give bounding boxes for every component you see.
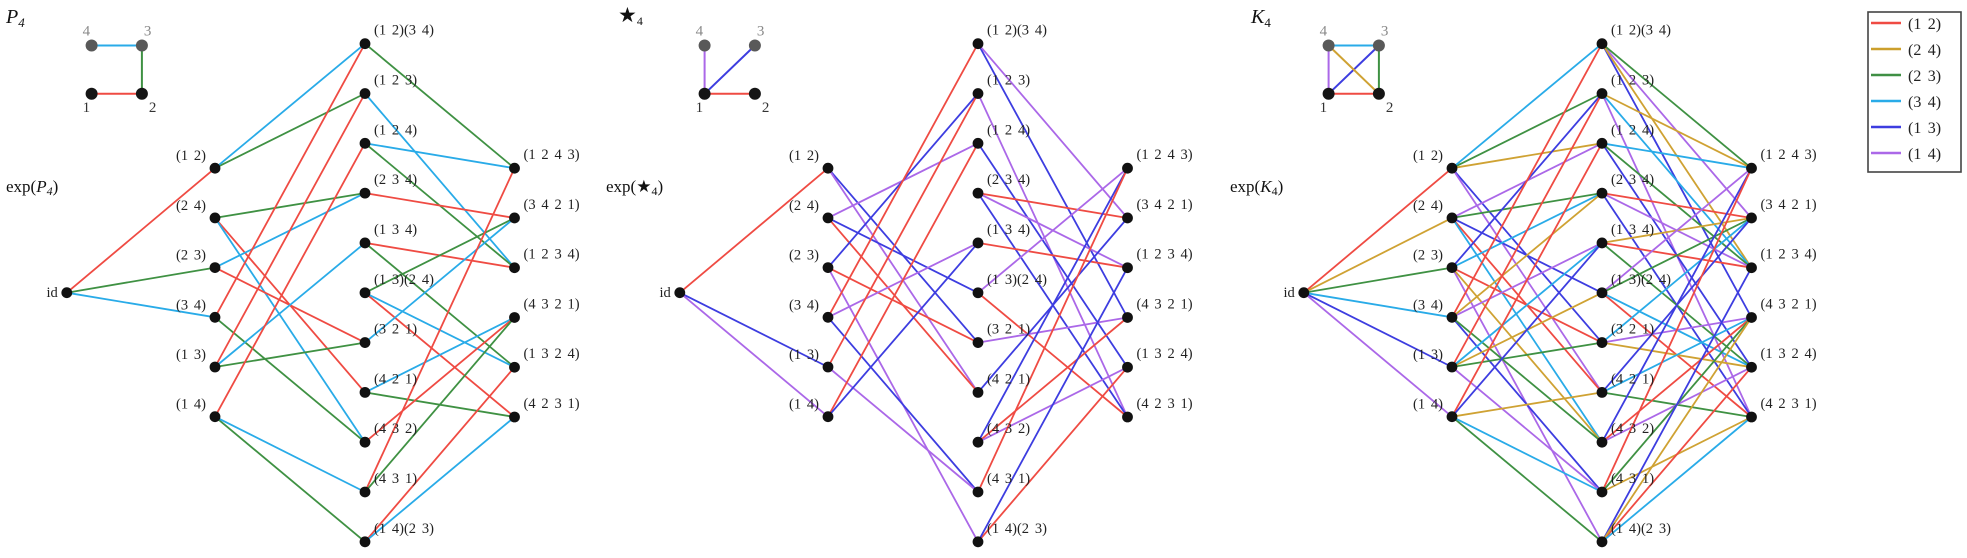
svg-text:(1 4)(2 3): (1 4)(2 3) [1611,521,1671,537]
svg-text:(3 2 1): (3 2 1) [1611,322,1654,338]
svg-text:(1 2 4): (1 2 4) [987,122,1030,138]
svg-text:(3 4 2 1): (3 4 2 1) [524,197,580,213]
svg-text:(1 4): (1 4) [789,397,819,413]
svg-text:(2 3 4): (2 3 4) [1611,172,1654,188]
svg-text:(2 3 4): (2 3 4) [987,172,1030,188]
svg-text:(3 2 1): (3 2 1) [987,322,1030,338]
svg-text:(3 4 2 1): (3 4 2 1) [1137,197,1193,213]
svg-text:(2 3): (2 3) [1908,68,1941,85]
svg-text:2: 2 [1386,100,1394,116]
svg-text:(2 4): (2 4) [176,198,206,214]
svg-text:(2 3): (2 3) [176,248,206,264]
svg-text:(1 3): (1 3) [1413,347,1443,363]
svg-text:(1 4): (1 4) [1413,397,1443,413]
svg-text:(4 3 1): (4 3 1) [987,471,1030,487]
svg-text:4: 4 [696,24,704,40]
svg-text:(2 4): (2 4) [1413,198,1443,214]
svg-text:(4 2 1): (4 2 1) [374,371,417,387]
svg-text:(1 3): (1 3) [1908,120,1941,137]
svg-text:(1 3): (1 3) [789,347,819,363]
svg-text:(4 3 2): (4 3 2) [374,421,417,437]
svg-text:(1 2)(3 4): (1 2)(3 4) [1611,23,1671,39]
svg-text:(4 2 3 1): (4 2 3 1) [1137,396,1193,412]
svg-text:(1 3)(2 4): (1 3)(2 4) [987,272,1047,288]
svg-text:id: id [47,285,59,301]
svg-text:(1 2): (1 2) [1908,16,1941,33]
svg-text:(4 2 1): (4 2 1) [1611,371,1654,387]
svg-text:(4 2 3 1): (4 2 3 1) [1761,396,1817,412]
svg-text:(1 2 3 4): (1 2 3 4) [1761,247,1817,263]
svg-text:(4 3 2): (4 3 2) [987,421,1030,437]
svg-text:(1 4)(2 3): (1 4)(2 3) [987,521,1047,537]
svg-text:(2 4): (2 4) [789,198,819,214]
svg-text:(3 4): (3 4) [1413,297,1443,313]
svg-text:(1 2 4): (1 2 4) [374,122,417,138]
svg-text:(1 2 4): (1 2 4) [1611,122,1654,138]
svg-text:(3 4 2 1): (3 4 2 1) [1761,197,1817,213]
svg-text:(1 4): (1 4) [1908,146,1941,163]
svg-text:3: 3 [1381,24,1389,40]
svg-text:(1 2 3): (1 2 3) [374,73,417,89]
svg-text:(1 2 4 3): (1 2 4 3) [1761,147,1817,163]
svg-text:(1 2 3): (1 2 3) [1611,73,1654,89]
svg-text:(1 2 3): (1 2 3) [987,73,1030,89]
svg-text:1: 1 [696,100,704,116]
svg-text:(1 3 2 4): (1 3 2 4) [1761,346,1817,362]
svg-text:4: 4 [83,24,91,40]
svg-text:(1 3 4): (1 3 4) [374,222,417,238]
svg-text:(4 3 2 1): (4 3 2 1) [524,297,580,313]
svg-text:id: id [660,285,672,301]
svg-text:id: id [1284,285,1296,301]
svg-text:(3 2 1): (3 2 1) [374,322,417,338]
svg-text:(2 3): (2 3) [1413,248,1443,264]
svg-text:(1 3)(2 4): (1 3)(2 4) [1611,272,1671,288]
svg-text:(4 2 3 1): (4 2 3 1) [524,396,580,412]
svg-text:(4 3 2): (4 3 2) [1611,421,1654,437]
svg-text:(1 3 2 4): (1 3 2 4) [1137,346,1193,362]
svg-text:2: 2 [149,100,157,116]
svg-text:(1 2 3 4): (1 2 3 4) [524,247,580,263]
svg-text:(4 3 2 1): (4 3 2 1) [1761,297,1817,313]
svg-text:(4 3 1): (4 3 1) [1611,471,1654,487]
svg-text:(1 2 3 4): (1 2 3 4) [1137,247,1193,263]
svg-text:(3 4): (3 4) [789,297,819,313]
svg-text:(1 4): (1 4) [176,397,206,413]
svg-text:(1 2): (1 2) [1413,148,1443,164]
svg-text:(2 3): (2 3) [789,248,819,264]
svg-text:(1 4)(2 3): (1 4)(2 3) [374,521,434,537]
svg-text:(1 2): (1 2) [176,148,206,164]
svg-text:(2 3 4): (2 3 4) [374,172,417,188]
svg-text:1: 1 [1320,100,1328,116]
svg-text:(4 2 1): (4 2 1) [987,371,1030,387]
svg-text:(1 2): (1 2) [789,148,819,164]
svg-text:(1 3): (1 3) [176,347,206,363]
svg-text:(4 3 1): (4 3 1) [374,471,417,487]
svg-text:1: 1 [83,100,91,116]
svg-text:2: 2 [762,100,770,116]
svg-text:3: 3 [757,24,765,40]
svg-text:(1 2)(3 4): (1 2)(3 4) [374,23,434,39]
svg-text:(1 3 4): (1 3 4) [987,222,1030,238]
svg-text:(4 3 2 1): (4 3 2 1) [1137,297,1193,313]
svg-text:(2 4): (2 4) [1908,42,1941,59]
svg-text:(1 2 4 3): (1 2 4 3) [524,147,580,163]
svg-text:(3 4): (3 4) [1908,94,1941,111]
svg-text:(1 3 2 4): (1 3 2 4) [524,346,580,362]
svg-text:(1 2)(3 4): (1 2)(3 4) [987,23,1047,39]
svg-text:(1 3 4): (1 3 4) [1611,222,1654,238]
svg-text:(1 2 4 3): (1 2 4 3) [1137,147,1193,163]
svg-text:(3 4): (3 4) [176,297,206,313]
svg-text:(1 3)(2 4): (1 3)(2 4) [374,272,434,288]
svg-text:3: 3 [144,24,152,40]
svg-text:4: 4 [1320,24,1328,40]
